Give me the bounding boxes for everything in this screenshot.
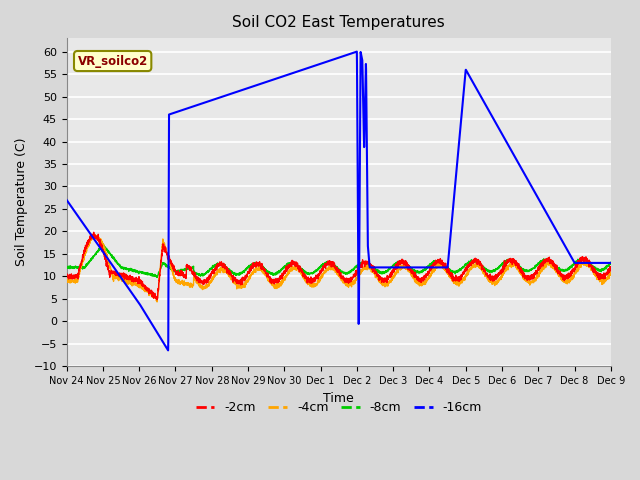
Y-axis label: Soil Temperature (C): Soil Temperature (C) (15, 138, 28, 266)
Title: Soil CO2 East Temperatures: Soil CO2 East Temperatures (232, 15, 445, 30)
Legend: -2cm, -4cm, -8cm, -16cm: -2cm, -4cm, -8cm, -16cm (191, 396, 487, 419)
X-axis label: Time: Time (323, 392, 354, 405)
Text: VR_soilco2: VR_soilco2 (77, 55, 148, 68)
